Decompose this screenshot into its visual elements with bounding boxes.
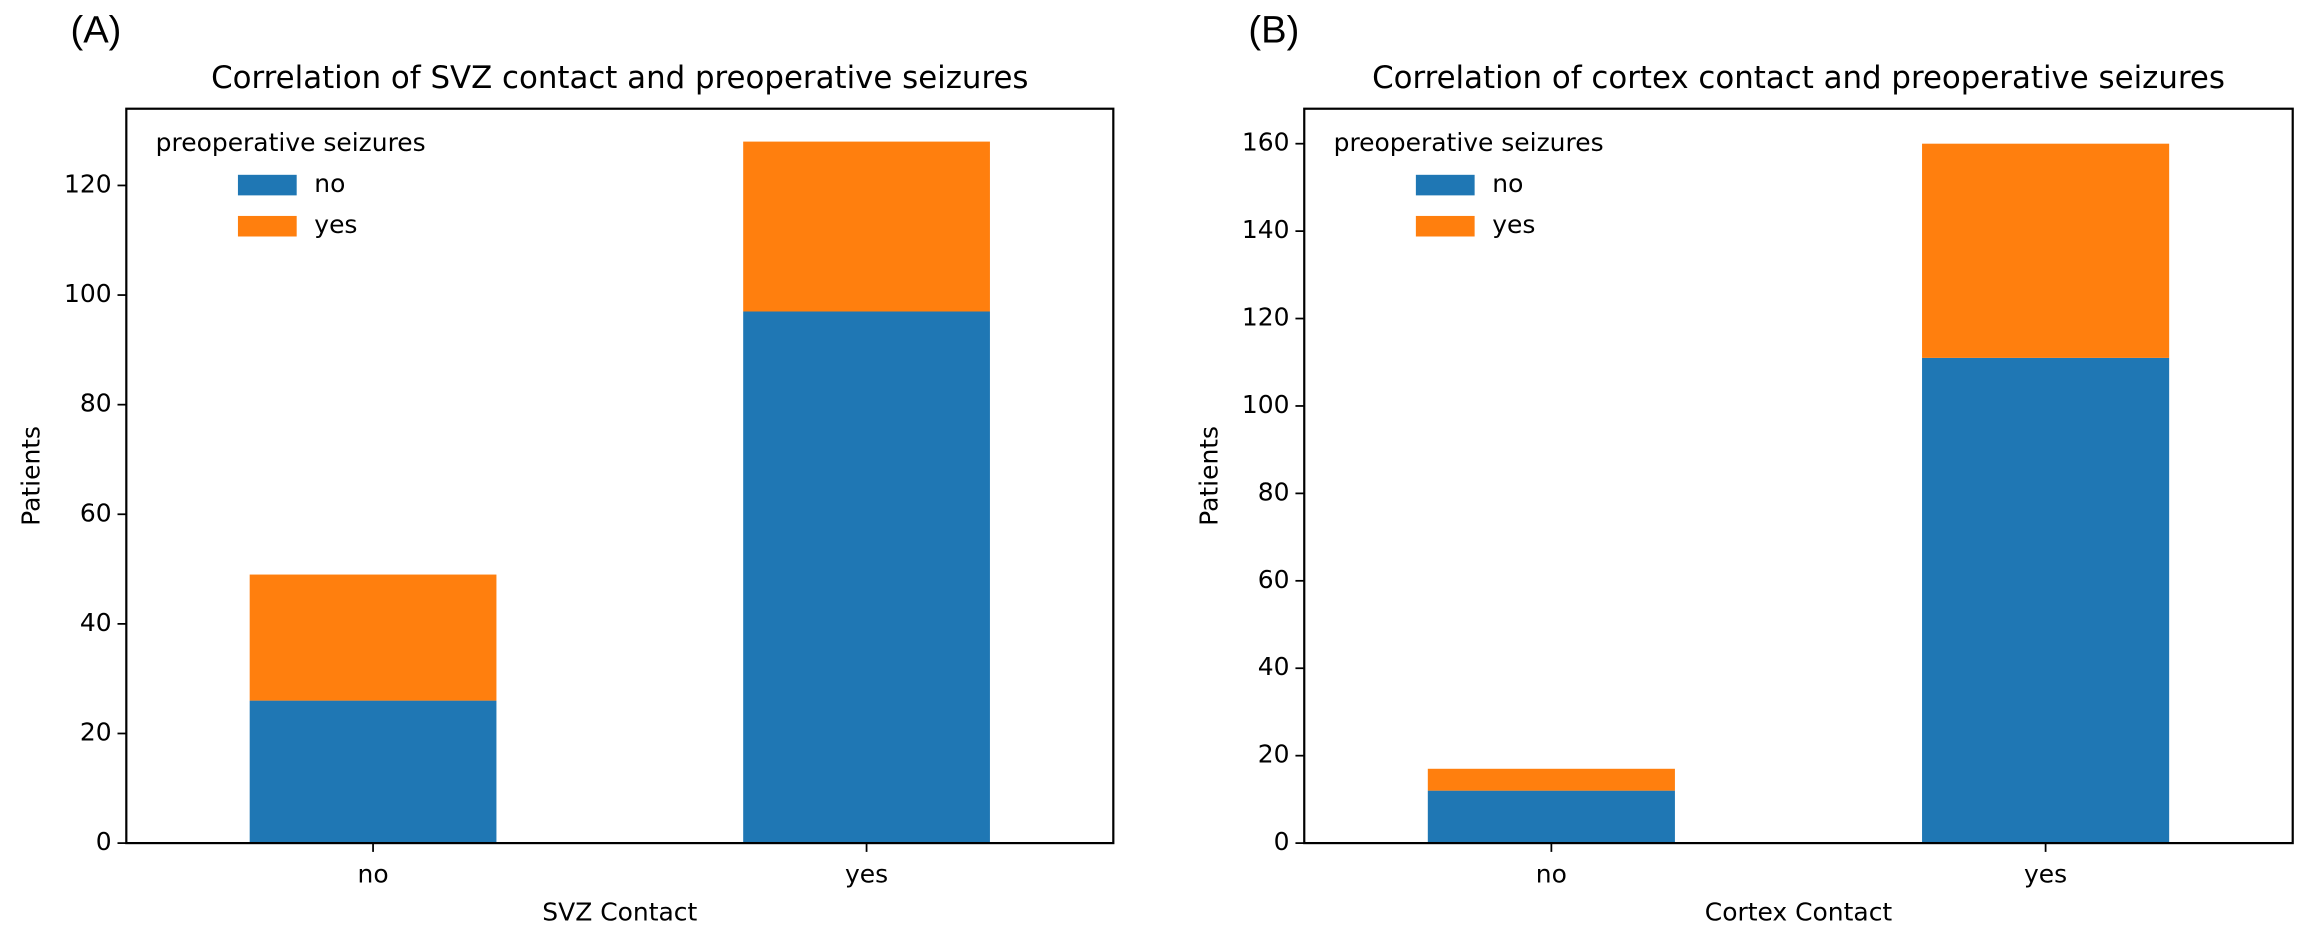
plot-frame <box>1303 107 2294 845</box>
legend-swatch <box>1415 215 1475 237</box>
y-tick-label: 100 <box>1242 390 1290 419</box>
y-tick-label: 40 <box>1258 652 1290 681</box>
x-axis-label: Cortex Contact <box>1705 898 1893 927</box>
panel-label: (A) <box>71 8 122 51</box>
legend-title: preoperative seizures <box>1334 128 1604 157</box>
y-tick-label: 140 <box>1242 215 1290 244</box>
chart-panel: 0 20 40 60 80 100 120 140 160 no yes Cortex Contact… <box>1194 8 2294 927</box>
chart-panel: 0 20 40 60 80 100 120 no yes SVZ Contact Patients C… <box>16 8 1115 927</box>
y-tick-label: 60 <box>80 498 112 527</box>
y-tick-label: 120 <box>64 169 112 198</box>
bar-segment <box>743 311 990 844</box>
y-axis-label: Patients <box>16 426 45 526</box>
bar-segment <box>1922 357 2170 844</box>
legend-label: no <box>1492 169 1523 198</box>
legend-label: no <box>314 169 345 198</box>
bar-segment <box>1427 790 1675 844</box>
y-tick-label: 20 <box>1258 740 1290 769</box>
y-tick-label: 80 <box>1258 477 1290 506</box>
legend-swatch <box>1415 174 1475 196</box>
x-tick-label: yes <box>2024 859 2067 888</box>
legend-label: yes <box>314 210 357 239</box>
bar-segment <box>743 141 990 312</box>
panel-label: (B) <box>1248 8 1299 51</box>
y-tick-label: 40 <box>80 608 112 637</box>
y-tick-label: 60 <box>1258 565 1290 594</box>
x-axis-label: SVZ Contact <box>542 898 697 927</box>
x-tick-label: no <box>1536 859 1567 888</box>
legend-title: preoperative seizures <box>156 128 426 157</box>
y-tick-label: 80 <box>80 389 112 418</box>
x-tick-label: yes <box>845 859 888 888</box>
bar-segment <box>1922 143 2170 358</box>
bar-segment <box>249 700 497 844</box>
chart-title: Correlation of SVZ contact and preoperat… <box>211 60 1028 96</box>
y-tick-label: 160 <box>1242 128 1290 157</box>
legend-label: yes <box>1492 210 1535 239</box>
y-tick-label: 20 <box>80 717 112 746</box>
y-tick-label: 0 <box>1274 827 1290 856</box>
chart-title: Correlation of cortex contact and preope… <box>1372 60 2225 96</box>
bar-segment <box>1427 768 1675 791</box>
x-tick-label: no <box>358 859 389 888</box>
y-tick-label: 120 <box>1242 303 1290 332</box>
y-axis-label: Patients <box>1194 426 1223 526</box>
y-tick-label: 100 <box>64 279 112 308</box>
legend-swatch <box>237 215 297 237</box>
y-tick-label: 0 <box>96 827 112 856</box>
bar-segment <box>249 574 497 701</box>
legend-swatch <box>237 174 297 196</box>
plot-frame <box>125 107 1115 845</box>
